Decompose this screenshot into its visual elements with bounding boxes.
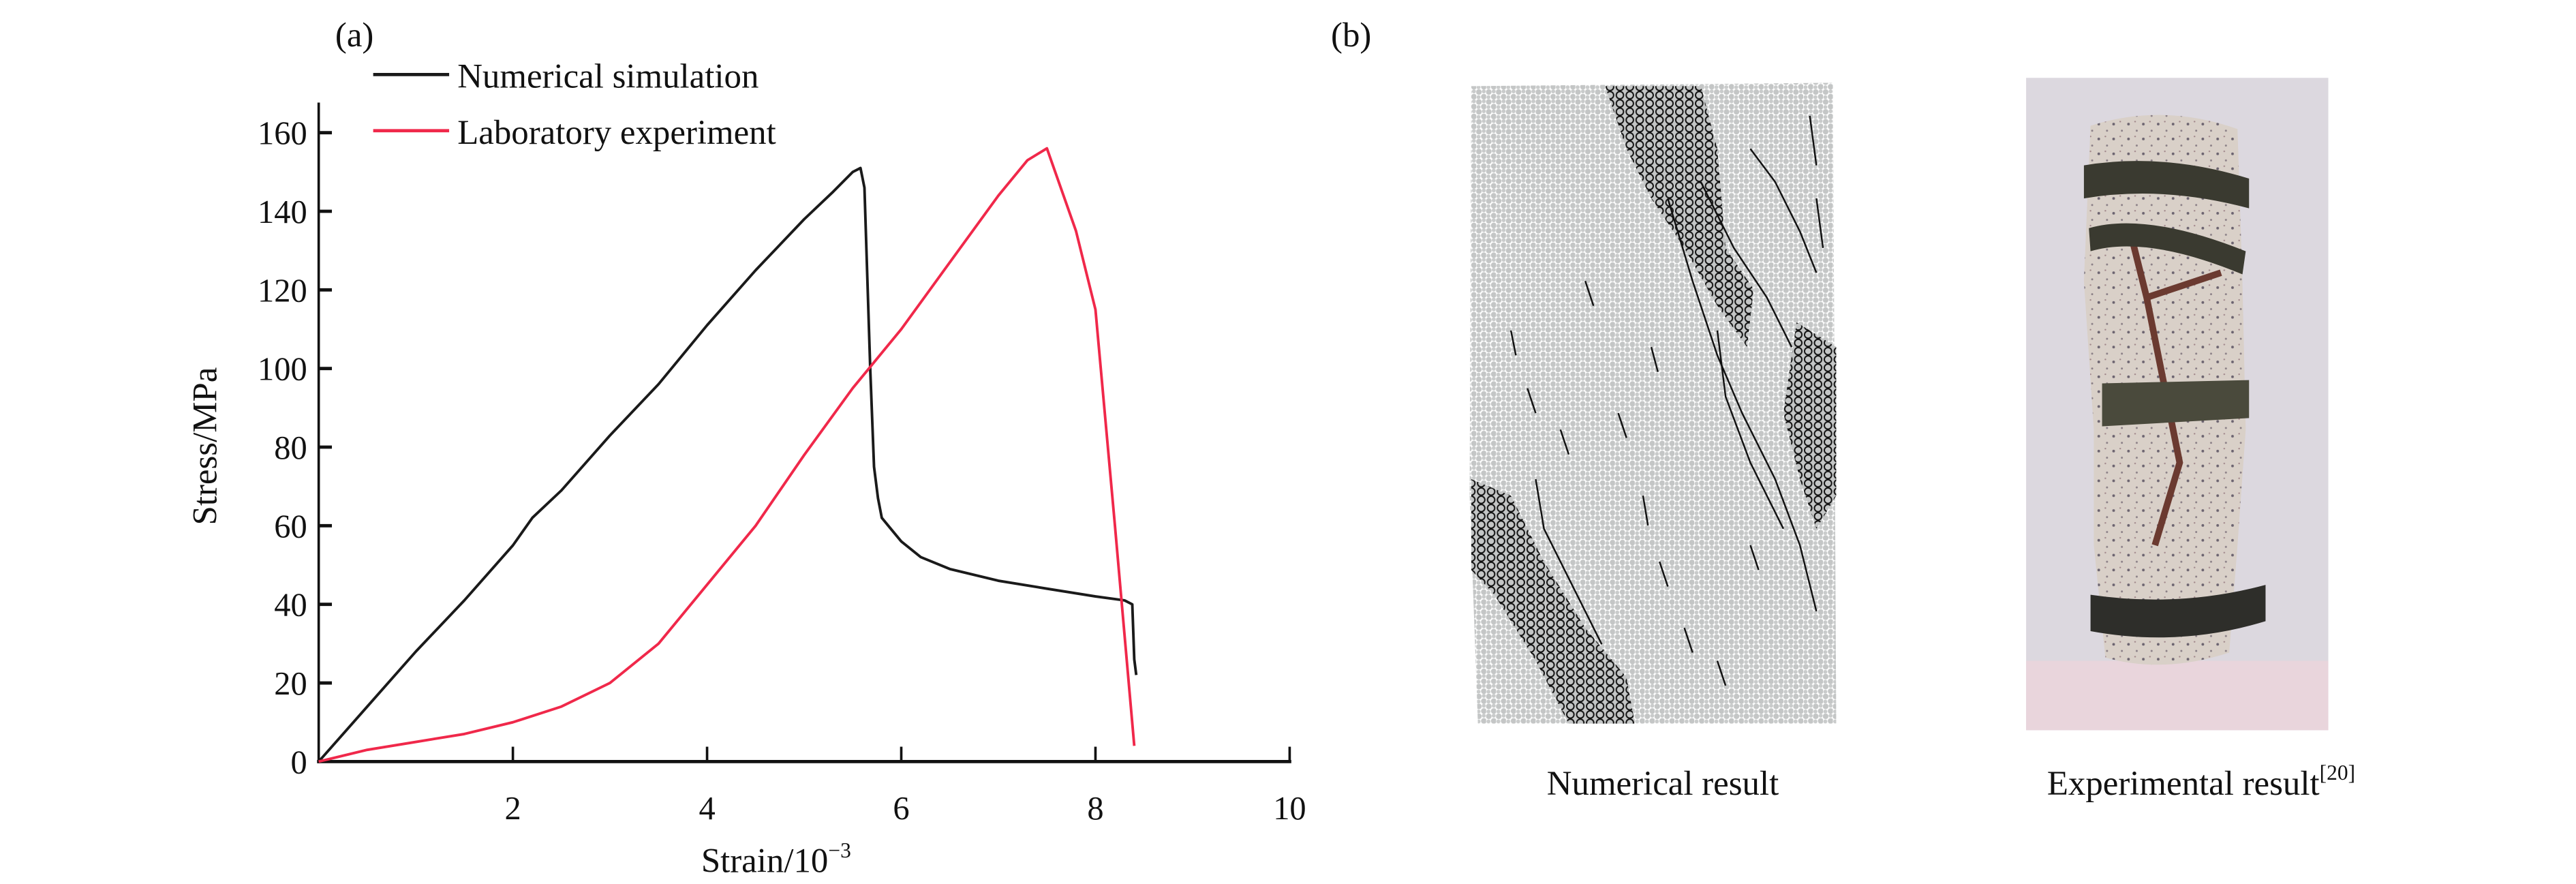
tape-band-2: [2089, 223, 2246, 275]
x-tick-label: 8: [1087, 791, 1103, 827]
crack-cluster-right: [1783, 322, 1837, 529]
y-tick-label: 60: [274, 508, 307, 545]
y-ticks: 0 20 40 60 80 100 120 140 160: [258, 116, 333, 780]
y-tick-label: 20: [274, 666, 307, 702]
y-tick-label: 80: [274, 430, 307, 466]
panel-b-label: (b): [1331, 16, 1371, 55]
y-tick-label: 160: [258, 116, 307, 152]
y-axis-label: Stress/MPa: [186, 367, 224, 525]
y-tick-label: 120: [258, 273, 307, 309]
plot-area: [318, 147, 1138, 763]
y-tick-label: 140: [258, 194, 307, 230]
legend: Numerical simulation Laboratory experime…: [373, 58, 776, 152]
y-tick-label: 100: [258, 352, 307, 388]
crack-lines: [1509, 115, 1824, 686]
x-tick-label: 6: [893, 791, 909, 827]
y-tick-label: 40: [274, 588, 307, 624]
fracture: [2127, 230, 2222, 547]
experimental-reference: [20]: [2320, 761, 2355, 784]
series-line-numerical-simulation: [318, 166, 1138, 763]
tape-band-1: [2083, 161, 2250, 209]
legend-label-laboratory: Laboratory experiment: [457, 114, 776, 152]
x-tick-label: 2: [504, 791, 521, 827]
x-axis-label: Strain/10−3: [701, 838, 851, 881]
x-axis-label-main: Strain/10: [701, 842, 829, 881]
numerical-result-image: [1469, 82, 1837, 724]
x-tick-label: 4: [699, 791, 715, 827]
crack-cluster-upper: [1605, 86, 1754, 348]
legend-label-numerical: Numerical simulation: [457, 58, 758, 96]
experimental-caption-text: Experimental result: [2047, 765, 2320, 803]
x-axis-label-exponent: −3: [828, 838, 851, 862]
x-ticks: 2 4 6 8 10: [504, 746, 1306, 827]
numerical-result-caption: Numerical result: [1547, 765, 1779, 803]
crack-cluster-lower: [1471, 479, 1635, 724]
x-tick-label: 10: [1273, 791, 1306, 827]
panel-a: (a) Numerical simulation Laboratory expe…: [186, 16, 1306, 881]
panel-a-label: (a): [335, 16, 373, 55]
series-line-laboratory-experiment: [318, 147, 1136, 763]
tape-band-3: [2102, 380, 2250, 427]
experimental-result-photo: [2026, 78, 2329, 731]
experimental-result-caption: Experimental result[20]: [2047, 761, 2355, 803]
tape-band-4: [2090, 585, 2266, 638]
y-tick-label: 0: [290, 744, 307, 780]
panel-b: (b) Numerical result: [1331, 16, 2355, 803]
